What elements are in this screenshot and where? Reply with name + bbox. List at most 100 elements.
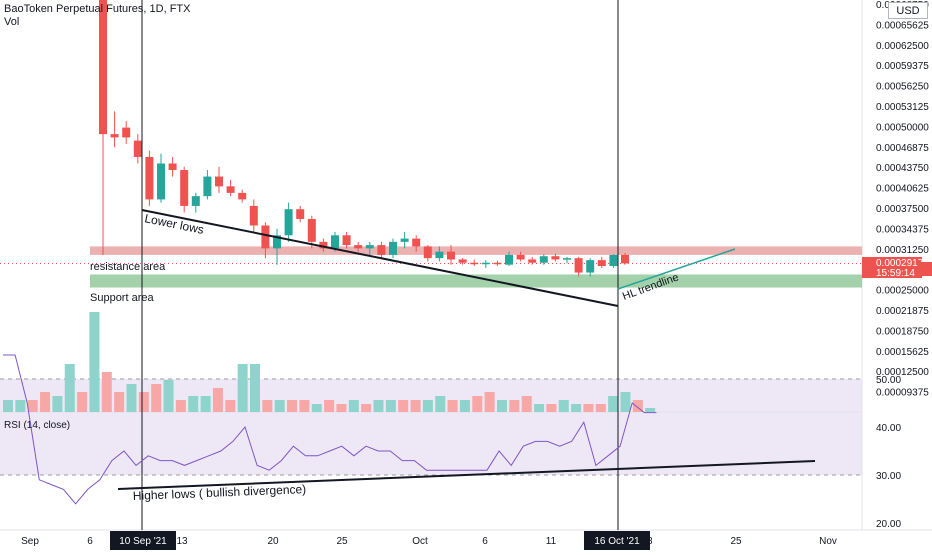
volume-bar xyxy=(114,392,125,412)
candle-body xyxy=(470,262,479,265)
volume-label: Vol xyxy=(4,16,20,28)
volume-bar xyxy=(101,372,112,412)
currency-button[interactable]: USD xyxy=(888,2,928,19)
candle-body xyxy=(435,251,444,259)
volume-bar xyxy=(287,400,298,412)
volume-bar xyxy=(250,364,260,412)
price-tick-label: 0.00046875 xyxy=(876,143,929,154)
volume-bar xyxy=(645,408,656,412)
volume-bar xyxy=(64,364,75,412)
candle-body xyxy=(423,246,432,259)
volume-bar xyxy=(311,404,322,412)
candle-body xyxy=(215,176,223,187)
price-tick-label: 0.00034375 xyxy=(876,224,929,235)
time-tick-highlight xyxy=(110,531,176,550)
candle-body xyxy=(307,218,316,242)
resistance-zone-label: resistance area xyxy=(90,261,166,273)
time-tick-label: 6 xyxy=(87,536,93,547)
symbol-title[interactable]: BaoToken Perpetual Futures, 1D, FTX xyxy=(4,3,191,15)
volume-bar xyxy=(385,400,396,412)
candle-body xyxy=(389,241,397,255)
rsi-tick-label: 40.00 xyxy=(876,423,901,434)
time-tick-label: 18 xyxy=(641,536,653,547)
volume-bar xyxy=(361,404,372,412)
candle-body xyxy=(551,256,560,260)
volume-bar xyxy=(447,400,458,412)
price-tick-label: 0.00025000 xyxy=(876,286,929,297)
volume-bar xyxy=(126,384,137,412)
price-tick-label: 0.00053125 xyxy=(876,102,929,113)
candle-body xyxy=(157,163,165,200)
candle-body xyxy=(180,170,189,206)
volume-bar xyxy=(348,400,359,412)
candle-body xyxy=(296,209,305,219)
candle-body xyxy=(319,241,328,249)
time-tick-label: Sep xyxy=(21,536,39,547)
candle-body xyxy=(621,254,629,264)
price-tick-label: 0.00059375 xyxy=(876,61,929,72)
candle-body xyxy=(539,256,548,263)
rsi-higher-lows-trendline xyxy=(117,460,816,490)
candle-body xyxy=(400,238,409,242)
volume-bar xyxy=(608,396,619,412)
volume-bar xyxy=(15,400,26,412)
volume-bar xyxy=(521,396,532,412)
time-tick-label: 25 xyxy=(336,536,348,547)
volume-bar xyxy=(262,400,273,412)
candle-body xyxy=(273,235,281,249)
volume-bar xyxy=(175,400,186,412)
price-tick-label: 0.00043750 xyxy=(876,163,929,174)
candle-body xyxy=(122,127,131,138)
rsi-tick-label: 20.00 xyxy=(876,519,901,530)
last-price-tag xyxy=(862,257,922,278)
candle-body xyxy=(586,260,595,273)
candle-body xyxy=(365,245,374,249)
candle-body xyxy=(203,176,212,197)
candle-body xyxy=(284,209,293,236)
volume-bar xyxy=(40,392,51,412)
candle-body xyxy=(133,140,142,157)
volume-bar xyxy=(299,400,310,412)
support-zone-label: Support area xyxy=(90,292,154,304)
rsi-tick-label: 30.00 xyxy=(876,471,901,482)
lower-lows-label: Lower lows xyxy=(143,211,205,237)
volume-bar xyxy=(225,400,236,412)
volume-bar xyxy=(398,400,409,412)
last-price-tag-tail xyxy=(918,262,932,276)
volume-bar xyxy=(583,404,594,412)
candle-body xyxy=(99,0,107,135)
volume-bar xyxy=(497,400,507,412)
price-tick-label: 0.00009375 xyxy=(876,388,929,399)
volume-bar xyxy=(200,396,211,412)
candle-body xyxy=(574,258,583,273)
candle-body xyxy=(226,186,235,193)
volume-bar xyxy=(459,400,470,412)
price-tick-label: 0.00037500 xyxy=(876,204,929,215)
time-tick-label: 11 xyxy=(546,536,557,547)
volume-bar xyxy=(52,396,63,412)
candle-body xyxy=(342,235,351,246)
candle-body xyxy=(377,245,386,255)
volume-bar xyxy=(324,400,335,412)
volume-bar xyxy=(422,400,433,412)
price-tick-label: 0.00040625 xyxy=(876,184,929,195)
rsi-label[interactable]: RSI (14, close) xyxy=(4,420,71,431)
candle-body xyxy=(261,225,270,249)
time-tick-label: Nov xyxy=(819,536,837,547)
support-zone xyxy=(90,274,862,288)
resistance-zone xyxy=(90,246,862,255)
volume-bar xyxy=(274,400,285,412)
volume-bar xyxy=(509,400,520,412)
price-tick-label: 0.00065625 xyxy=(876,20,929,31)
volume-bar xyxy=(151,384,162,412)
candle-body xyxy=(412,238,421,247)
candle-body xyxy=(110,134,119,138)
volume-bar xyxy=(546,404,557,412)
candle-body xyxy=(168,163,177,171)
candle-body xyxy=(597,260,606,266)
time-tick-label: 16 Oct '21 xyxy=(594,536,640,547)
price-tick-label: 0.00021875 xyxy=(876,306,929,317)
volume-bar xyxy=(632,400,643,412)
candle-body xyxy=(609,254,618,266)
